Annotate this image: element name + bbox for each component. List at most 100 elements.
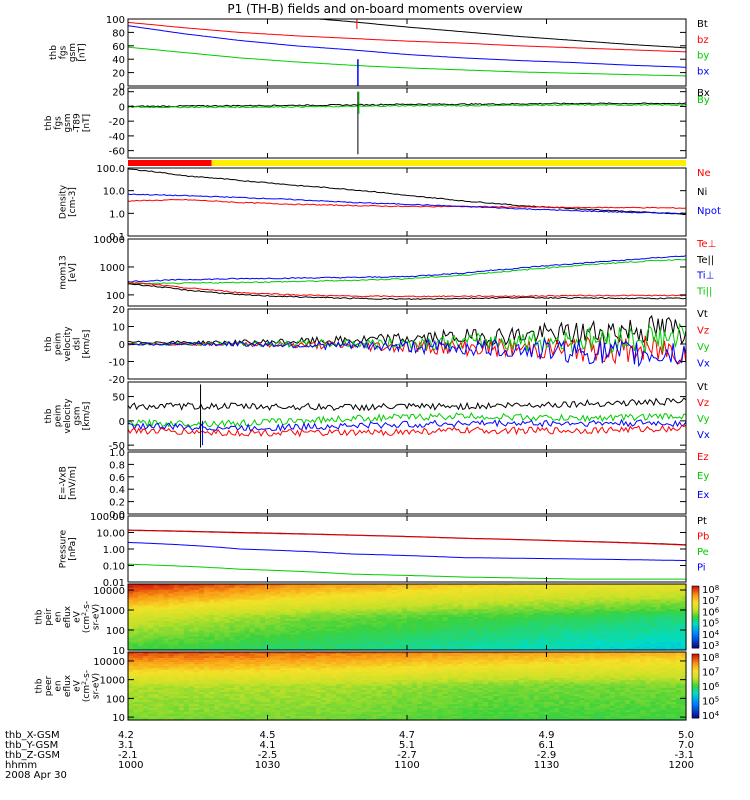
spectrogram-cell bbox=[330, 585, 337, 589]
colorbar-cell bbox=[692, 601, 699, 604]
spectrogram-cell bbox=[158, 630, 165, 634]
spectrogram-cell bbox=[335, 626, 342, 630]
spectrogram-cell bbox=[158, 628, 165, 632]
spectrogram-cell bbox=[467, 624, 474, 628]
spectrogram-cell bbox=[543, 630, 550, 634]
spectrogram-cell bbox=[168, 712, 175, 715]
spectrogram-cell bbox=[133, 626, 139, 630]
spectrogram-cell bbox=[478, 622, 484, 626]
series-Bx-line bbox=[128, 102, 686, 108]
spectrogram-cell bbox=[559, 613, 565, 616]
spectrogram-cell bbox=[589, 601, 596, 605]
spectrogram-cell bbox=[128, 591, 134, 595]
y-axis-label-line: [nPa] bbox=[68, 537, 78, 560]
spectrogram-cell bbox=[178, 595, 185, 599]
spectrogram-cell bbox=[188, 668, 195, 671]
spectrogram-cell bbox=[655, 584, 662, 587]
spectrogram-cell bbox=[447, 622, 454, 626]
spectrogram-cell bbox=[295, 613, 302, 616]
spectrogram-cell bbox=[538, 597, 545, 601]
spectrogram-cell bbox=[650, 646, 657, 649]
spectrogram-cell bbox=[330, 595, 337, 599]
spectrogram-cell bbox=[407, 584, 413, 587]
spectrogram-cell bbox=[224, 646, 231, 649]
spectrogram-cell bbox=[143, 684, 149, 687]
spectrogram-cell bbox=[168, 648, 175, 651]
spectrogram-cell bbox=[178, 660, 185, 663]
spectrogram-cell bbox=[538, 636, 545, 639]
spectrogram-cell bbox=[239, 678, 246, 681]
spectrogram-cell bbox=[173, 674, 180, 677]
spectrogram-cell bbox=[503, 646, 510, 649]
spectrogram-cell bbox=[295, 593, 302, 597]
spectrogram-cell bbox=[138, 662, 144, 665]
spectrogram-cell bbox=[183, 609, 190, 612]
spectrogram-cell bbox=[554, 597, 560, 601]
spectrogram-cell bbox=[153, 694, 160, 697]
spectrogram-cell bbox=[528, 624, 535, 628]
spectrogram-cell bbox=[209, 654, 215, 657]
spectrogram-cell bbox=[275, 611, 281, 614]
spectrogram-cell bbox=[660, 589, 667, 593]
spectrogram-cell bbox=[259, 593, 266, 597]
spectrogram-cell bbox=[518, 632, 525, 636]
spectrogram-cell bbox=[483, 626, 489, 630]
spectrogram-cell bbox=[650, 642, 657, 645]
spectrogram-cell bbox=[381, 638, 388, 641]
spectrogram-cell bbox=[305, 589, 312, 593]
spectrogram-cell bbox=[391, 626, 398, 630]
spectrogram-cell bbox=[168, 692, 175, 695]
spectrogram-cell bbox=[138, 686, 144, 689]
spectrogram-cell bbox=[457, 628, 464, 632]
spectrogram-cell bbox=[219, 626, 225, 630]
spectrogram-cell bbox=[371, 593, 378, 597]
spectrogram-cell bbox=[655, 617, 662, 620]
spectrogram-cell bbox=[417, 584, 423, 587]
y-axis-label-line: gsm bbox=[68, 43, 78, 62]
spectrogram-cell bbox=[569, 626, 575, 630]
spectrogram-cell bbox=[361, 597, 368, 601]
spectrogram-cell bbox=[259, 609, 266, 612]
spectrogram-cell bbox=[396, 636, 403, 639]
spectrogram-cell bbox=[204, 595, 210, 599]
spectrogram-cell bbox=[249, 622, 256, 626]
spectrogram-cell bbox=[300, 601, 307, 605]
spectrogram-cell bbox=[579, 642, 586, 645]
spectrogram-cell bbox=[604, 601, 611, 605]
spectrogram-cell bbox=[209, 664, 215, 667]
spectrogram-cell bbox=[320, 640, 327, 643]
spectrogram-cell bbox=[244, 597, 251, 601]
spectrogram-cell bbox=[569, 628, 575, 632]
spectrogram-cell bbox=[635, 603, 641, 606]
spectrogram-cell bbox=[128, 696, 134, 699]
spectrogram-cell bbox=[133, 672, 139, 675]
spectrogram-cell bbox=[417, 591, 423, 595]
spectrogram-cell bbox=[346, 585, 352, 589]
spectrogram-cell bbox=[280, 587, 286, 591]
spectrogram-cell bbox=[173, 686, 180, 689]
spectrogram-cell bbox=[158, 611, 165, 614]
spectrogram-cell bbox=[199, 696, 205, 699]
spectrogram-cell bbox=[153, 624, 160, 628]
spectrogram-cell bbox=[234, 597, 241, 601]
spectrogram-cell bbox=[153, 678, 160, 681]
spectrogram-cell bbox=[280, 642, 286, 645]
spectrogram-cell bbox=[589, 597, 596, 601]
spectrogram-cell bbox=[533, 646, 540, 649]
spectrogram-cell bbox=[270, 587, 276, 591]
spectrogram-cell bbox=[264, 599, 271, 603]
spectrogram-cell bbox=[300, 589, 307, 593]
spectrogram-cell bbox=[219, 694, 225, 697]
spectrogram-cell bbox=[554, 648, 560, 651]
spectrogram-cell bbox=[660, 595, 667, 599]
spectrogram-cell bbox=[457, 585, 464, 589]
spectrogram-cell bbox=[361, 589, 368, 593]
spectrogram-cell bbox=[564, 589, 570, 593]
spectrogram-cell bbox=[234, 615, 241, 618]
spectrogram-cell bbox=[178, 716, 185, 719]
spectrogram-cell bbox=[193, 595, 200, 599]
spectrogram-cell bbox=[533, 597, 540, 601]
spectrogram-cell bbox=[478, 615, 484, 618]
